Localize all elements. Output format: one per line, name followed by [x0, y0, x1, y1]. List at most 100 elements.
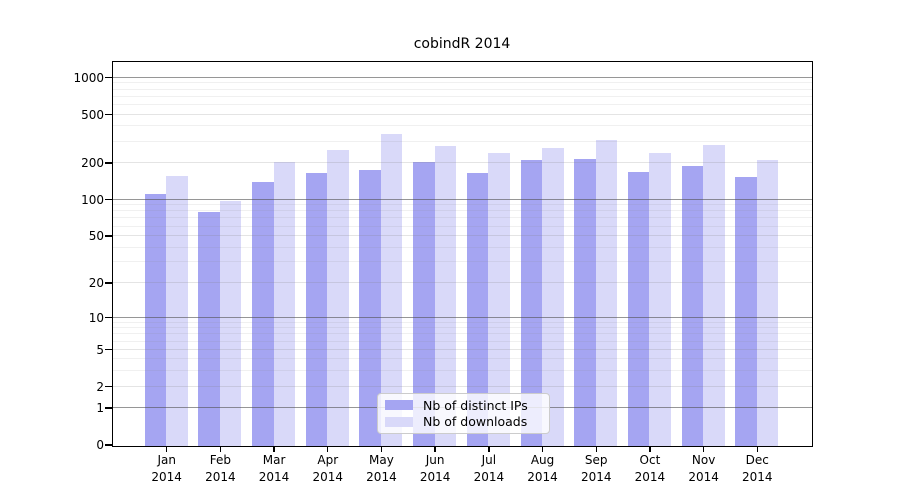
gridline-50 — [112, 235, 812, 237]
gridline-800 — [112, 88, 812, 90]
x-label-feb: Feb 2014 — [188, 452, 252, 487]
y-tick-1000 — [105, 77, 112, 79]
y-tick-1 — [105, 407, 112, 409]
y-tick-label-100: 100 — [81, 192, 104, 207]
bar-ips-feb — [198, 211, 220, 446]
y-tick-label-10: 10 — [88, 310, 104, 325]
x-label-month: Jun — [425, 453, 445, 467]
legend-swatch-downloads — [385, 416, 413, 427]
x-label-month: Aug — [530, 453, 555, 467]
bar-downloads-sep — [595, 140, 618, 446]
gridline-20 — [112, 282, 812, 284]
gridline-60 — [112, 225, 812, 227]
gridline-10 — [112, 316, 812, 318]
x-label-month: Sep — [584, 453, 608, 467]
gridline-5 — [112, 348, 812, 350]
bar-ips-mar — [252, 182, 274, 446]
bar-ips-oct — [627, 171, 650, 446]
legend-row-1: Nb of downloads — [385, 414, 542, 429]
x-label-year: 2014 — [634, 470, 666, 485]
bar-ips-may — [359, 169, 381, 446]
x-label-year: 2014 — [742, 470, 773, 485]
x-label-month: Mar — [262, 453, 286, 467]
bar-downloads-jan — [166, 176, 188, 446]
bar-downloads-mar — [273, 161, 296, 446]
legend-label-downloads: Nb of downloads — [423, 414, 528, 430]
bar-downloads-nov — [703, 145, 725, 446]
legend: Nb of distinct IPs Nb of downloads — [377, 393, 550, 434]
x-label-apr: Apr 2014 — [296, 452, 360, 487]
y-tick-5 — [105, 349, 112, 351]
x-label-jul: Jul 2014 — [457, 452, 521, 487]
x-label-oct: Oct 2014 — [618, 452, 682, 487]
gridline-100 — [112, 198, 812, 200]
x-label-year: 2014 — [366, 470, 397, 485]
bar-downloads-feb — [219, 201, 242, 446]
gridline-500 — [112, 113, 812, 115]
gridline-80 — [112, 210, 812, 212]
legend-row-0: Nb of distinct IPs — [385, 398, 542, 413]
legend-label-ips: Nb of distinct IPs — [423, 397, 528, 413]
bar-downloads-jun — [434, 146, 457, 446]
x-tick-feb — [219, 446, 222, 452]
x-label-month: May — [369, 453, 394, 467]
gridline-900 — [112, 82, 812, 84]
bar-ips-apr — [305, 173, 328, 446]
gridline-600 — [112, 103, 812, 105]
x-label-nov: Nov 2014 — [672, 452, 736, 487]
y-tick-label-2: 2 — [96, 379, 104, 394]
bar-ips-sep — [574, 159, 596, 446]
gridline-300 — [112, 140, 812, 142]
legend-swatch-ips — [385, 400, 413, 411]
x-label-month: Oct — [639, 453, 661, 467]
plot-area — [111, 60, 813, 447]
bar-ips-dec — [735, 177, 757, 446]
x-label-month: Jul — [481, 453, 497, 467]
bar-ips-nov — [681, 166, 704, 446]
gridline-3 — [112, 370, 812, 372]
bar-downloads-jul — [488, 153, 510, 446]
x-tick-jun — [434, 446, 436, 452]
x-label-month: Dec — [745, 453, 769, 467]
x-label-year: 2014 — [258, 470, 290, 485]
gridline-1000 — [112, 76, 812, 78]
x-label-year: 2014 — [580, 470, 612, 485]
y-tick-label-50: 50 — [88, 229, 104, 244]
x-label-year: 2014 — [151, 470, 182, 485]
gridline-200 — [112, 162, 812, 164]
bar-ips-aug — [520, 160, 543, 446]
y-tick-2 — [105, 385, 112, 388]
x-label-aug: Aug 2014 — [511, 452, 575, 487]
x-label-jan: Jan 2014 — [135, 452, 199, 487]
y-tick-label-200: 200 — [81, 156, 104, 171]
x-label-month: Nov — [691, 453, 716, 467]
y-tick-200 — [105, 162, 112, 164]
x-tick-may — [380, 446, 383, 452]
bar-ips-jul — [466, 172, 489, 446]
bar-downloads-apr — [327, 149, 349, 446]
x-tick-dec — [756, 446, 758, 452]
x-label-jun: Jun 2014 — [403, 452, 467, 487]
y-tick-label-5: 5 — [96, 342, 104, 357]
gridline-4 — [112, 358, 812, 360]
x-label-may: May 2014 — [349, 452, 413, 487]
gridline-70 — [112, 217, 812, 219]
y-tick-50 — [105, 235, 112, 237]
x-label-mar: Mar 2014 — [242, 452, 306, 487]
x-tick-mar — [273, 446, 275, 452]
x-label-year: 2014 — [688, 470, 719, 485]
y-tick-label-20: 20 — [88, 276, 104, 291]
gridline-40 — [112, 246, 812, 248]
x-label-year: 2014 — [312, 470, 344, 485]
gridline-8 — [112, 327, 812, 329]
x-label-year: 2014 — [527, 470, 558, 485]
x-tick-jan — [165, 446, 168, 452]
y-tick-label-0: 0 — [96, 438, 104, 452]
x-label-month: Feb — [209, 453, 231, 467]
chart-title: cobindR 2014 — [413, 36, 511, 52]
x-tick-oct — [649, 446, 651, 452]
gridline-30 — [112, 261, 812, 263]
gridline-6 — [112, 340, 812, 342]
gridline-9 — [112, 321, 812, 323]
gridline-400 — [112, 125, 812, 127]
